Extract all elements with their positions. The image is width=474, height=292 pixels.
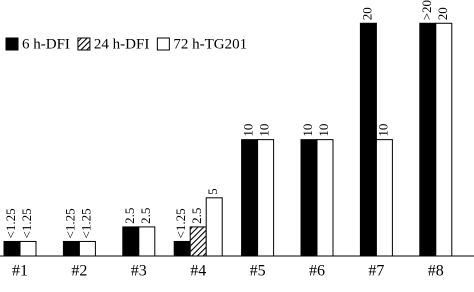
value-label: >20 xyxy=(419,0,434,20)
bar xyxy=(189,226,207,257)
bar xyxy=(375,139,393,257)
bar xyxy=(316,139,334,257)
value-label: <1.25 xyxy=(19,208,34,238)
legend-label: 6 h-DFI xyxy=(22,36,70,52)
bar xyxy=(257,139,275,257)
bar xyxy=(122,226,140,257)
bar xyxy=(205,197,223,257)
x-tick-label: #1 xyxy=(12,263,28,280)
x-tick-label: #5 xyxy=(250,263,266,280)
legend-label: 24 h-DFI xyxy=(94,36,149,52)
value-label: 20 xyxy=(435,7,450,20)
x-tick-label: #2 xyxy=(71,263,87,280)
bar xyxy=(300,139,318,257)
value-label: 10 xyxy=(241,124,256,137)
value-label: 5 xyxy=(205,188,220,195)
bar xyxy=(3,240,21,257)
x-tick-label: #6 xyxy=(309,263,325,280)
bar xyxy=(419,22,437,257)
value-label: 10 xyxy=(375,124,390,137)
value-label: 2.5 xyxy=(138,208,153,224)
value-label: 10 xyxy=(316,124,331,137)
bar xyxy=(62,240,80,257)
bar xyxy=(19,240,37,257)
x-tick-label: #7 xyxy=(368,263,384,280)
value-label: <1.25 xyxy=(173,208,188,238)
bar xyxy=(359,22,377,257)
bar xyxy=(78,240,96,257)
value-label: <1.25 xyxy=(3,208,18,238)
bar xyxy=(173,240,191,257)
bar xyxy=(138,226,156,257)
value-label: 2.5 xyxy=(122,208,137,224)
x-tick-label: #8 xyxy=(428,263,444,280)
legend-swatch xyxy=(77,37,91,51)
value-label: 20 xyxy=(359,7,374,20)
x-tick-label: #3 xyxy=(131,263,147,280)
value-label: <1.25 xyxy=(62,208,77,238)
value-label: 2.5 xyxy=(189,208,204,224)
value-label: 10 xyxy=(257,124,272,137)
value-label: <1.25 xyxy=(78,208,93,238)
value-label: 10 xyxy=(300,124,315,137)
bar xyxy=(435,22,453,257)
x-tick-label: #4 xyxy=(190,263,206,280)
bar xyxy=(241,139,259,257)
legend-label: 72 h-TG201 xyxy=(173,36,247,52)
legend-swatch xyxy=(156,37,170,51)
legend-swatch xyxy=(5,37,19,51)
